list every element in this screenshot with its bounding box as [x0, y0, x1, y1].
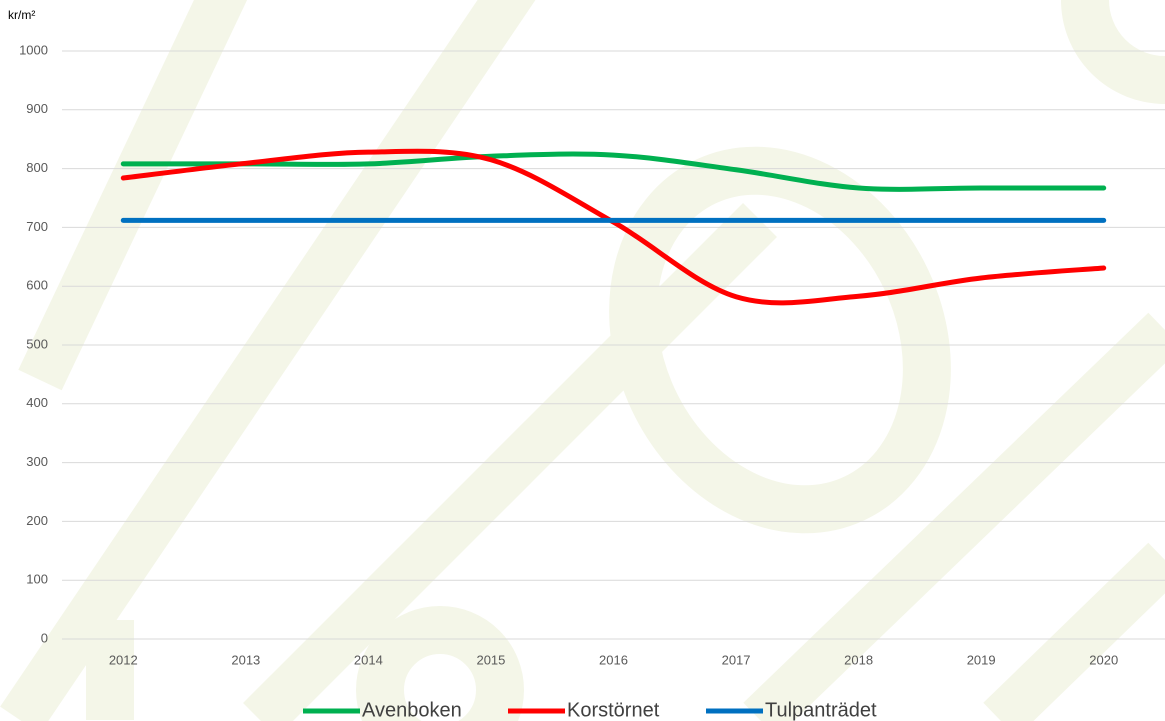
- y-tick-label: 800: [26, 160, 48, 175]
- watermark-ring: [609, 146, 951, 534]
- x-tick-label: 2019: [967, 652, 996, 667]
- y-axis-label: kr/m²: [8, 8, 35, 22]
- y-tick-label: 700: [26, 219, 48, 234]
- x-tick-label: 2020: [1089, 652, 1118, 667]
- y-tick-label: 300: [26, 454, 48, 469]
- x-tick-label: 2012: [109, 652, 138, 667]
- x-tick-label: 2015: [476, 652, 505, 667]
- y-tick-label: 200: [26, 513, 48, 528]
- watermark-stripe: [243, 203, 777, 721]
- x-tick-label: 2014: [354, 652, 383, 667]
- y-tick-label: 100: [26, 572, 48, 587]
- y-tick-label: 0: [41, 630, 48, 645]
- legend-label: Tulpanträdet: [765, 699, 877, 721]
- legend-label: Avenboken: [362, 699, 462, 721]
- watermark-stripe: [743, 312, 1165, 721]
- line-series: [120, 151, 1107, 192]
- watermark-ring: [356, 606, 524, 721]
- x-tick-label: 2016: [599, 652, 628, 667]
- watermark-ring: [1061, 0, 1165, 104]
- x-tick-label: 2018: [844, 652, 873, 667]
- watermark-stripe: [983, 542, 1165, 721]
- y-tick-label: 600: [26, 278, 48, 293]
- x-tick-label: 2017: [722, 652, 751, 667]
- x-tick-label: 2013: [231, 652, 260, 667]
- watermark-stripe: [0, 0, 536, 721]
- y-tick-label: 900: [26, 101, 48, 116]
- legend-label: Korstörnet: [567, 699, 660, 721]
- y-tick-label: 1000: [19, 42, 48, 57]
- watermark-stripe: [18, 0, 248, 391]
- y-tick-label: 400: [26, 395, 48, 410]
- y-tick-label: 500: [26, 336, 48, 351]
